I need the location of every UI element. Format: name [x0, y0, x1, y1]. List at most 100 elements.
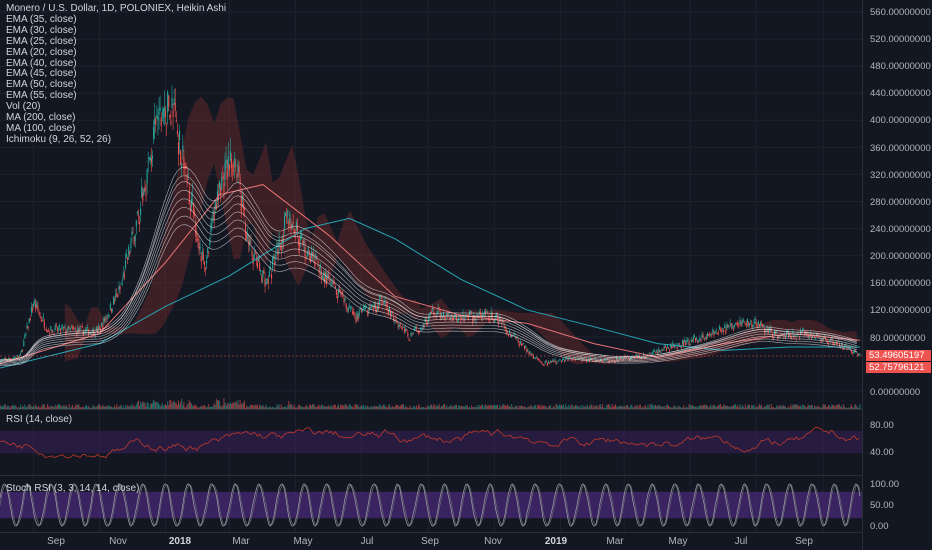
volume-bar — [422, 407, 424, 409]
volume-bar — [40, 406, 42, 409]
volume-bar — [514, 405, 516, 409]
candle-body — [600, 359, 603, 361]
candle-body — [659, 351, 661, 353]
candle-body — [230, 158, 233, 169]
candle-body — [361, 309, 363, 312]
candle-body — [250, 242, 252, 244]
volume-bar — [277, 406, 279, 409]
rsi-line — [0, 426, 860, 459]
indicator-label[interactable]: Vol (20) — [6, 101, 41, 113]
candle-body — [409, 340, 411, 342]
candle-body — [215, 203, 217, 210]
candle-body — [168, 95, 170, 108]
volume-bar — [21, 407, 23, 409]
volume-bar — [303, 407, 305, 409]
rsi-label[interactable]: RSI (14, close) — [6, 414, 73, 425]
indicator-label[interactable]: EMA (30, close) — [6, 24, 77, 36]
candle-body — [510, 334, 512, 338]
volume-bar — [70, 406, 72, 409]
indicator-label[interactable]: MA (200, close) — [6, 112, 76, 124]
candle-body — [25, 332, 27, 334]
candle-body — [226, 169, 228, 180]
volume-bar — [628, 406, 630, 409]
volume-bar — [328, 405, 330, 409]
indicator-label[interactable]: EMA (45, close) — [6, 68, 77, 80]
volume-bar — [505, 405, 507, 409]
volume-bar — [463, 407, 465, 409]
volume-bar — [362, 404, 364, 409]
volume-bar — [52, 406, 54, 409]
volume-bar — [746, 405, 748, 409]
candle-body — [698, 341, 700, 343]
candle-body — [524, 345, 526, 349]
indicator-label[interactable]: EMA (50, close) — [6, 79, 77, 91]
indicator-label[interactable]: EMA (55, close) — [6, 90, 77, 102]
volume-bar — [364, 407, 366, 409]
volume-bar — [848, 407, 850, 409]
volume-bar — [488, 405, 490, 409]
candle-body — [70, 327, 72, 329]
candle-body — [431, 311, 433, 314]
volume-bar — [287, 405, 289, 409]
volume-bar — [677, 405, 679, 409]
volume-bar — [683, 405, 685, 409]
candle-body — [578, 358, 580, 360]
volume-bar — [319, 406, 321, 409]
volume-bar — [17, 407, 19, 409]
volume-bar — [450, 404, 452, 409]
price-tick: 440.00000000 — [870, 88, 931, 99]
candle-body — [751, 323, 753, 328]
volume-bar — [256, 404, 258, 409]
volume-bar — [520, 405, 522, 409]
volume-bar — [793, 405, 795, 409]
volume-bar — [281, 407, 283, 409]
volume-bar — [519, 405, 521, 409]
rsi-pane[interactable] — [0, 426, 862, 459]
indicator-label[interactable]: Ichimoku (9, 26, 52, 26) — [6, 133, 112, 145]
indicator-label[interactable]: MA (100, close) — [6, 122, 76, 134]
indicator-label[interactable]: EMA (25, close) — [6, 35, 77, 47]
volume-bar — [528, 406, 530, 409]
volume-bar — [456, 404, 458, 409]
volume-bar — [529, 406, 531, 409]
volume-bar — [560, 404, 562, 409]
candle-body — [440, 313, 442, 317]
candle-body — [74, 329, 76, 331]
candle-body — [433, 311, 435, 315]
candle-body — [526, 349, 528, 353]
volume-bar — [150, 403, 152, 409]
volume-bar — [663, 405, 665, 409]
volume-bar — [661, 406, 663, 409]
candle-body — [621, 357, 623, 359]
volume-bar — [113, 407, 115, 409]
candle-body — [366, 306, 368, 307]
candle-body — [35, 304, 37, 310]
volume-bar — [740, 407, 742, 409]
price-tick: 280.00000000 — [870, 197, 931, 208]
volume-bar — [1, 406, 3, 409]
volume-bar — [727, 406, 729, 409]
stoch-rsi-pane[interactable] — [0, 483, 862, 527]
candle-body — [182, 145, 184, 152]
volume-bar — [461, 405, 463, 409]
candle-body — [599, 359, 601, 361]
volume-bar — [434, 405, 436, 409]
volume-bars — [0, 398, 861, 409]
indicator-label[interactable]: EMA (20, close) — [6, 46, 77, 58]
candle-body — [65, 329, 67, 334]
candle-body — [561, 359, 564, 361]
volume-bar — [524, 406, 526, 409]
indicator-label[interactable]: EMA (35, close) — [6, 13, 77, 25]
indicator-label[interactable]: EMA (40, close) — [6, 57, 77, 69]
candle-body — [493, 319, 495, 321]
volume-bar — [616, 406, 618, 409]
volume-bar — [218, 400, 220, 409]
candle-body — [37, 306, 39, 311]
candle-body — [438, 307, 440, 309]
time-tick: 2019 — [544, 536, 568, 547]
volume-bar — [214, 404, 216, 409]
stoch-rsi-label[interactable]: Stoch RSI (3, 3, 14, 14, close) — [6, 483, 140, 494]
candle-body — [682, 339, 684, 345]
volume-bar — [25, 407, 27, 409]
